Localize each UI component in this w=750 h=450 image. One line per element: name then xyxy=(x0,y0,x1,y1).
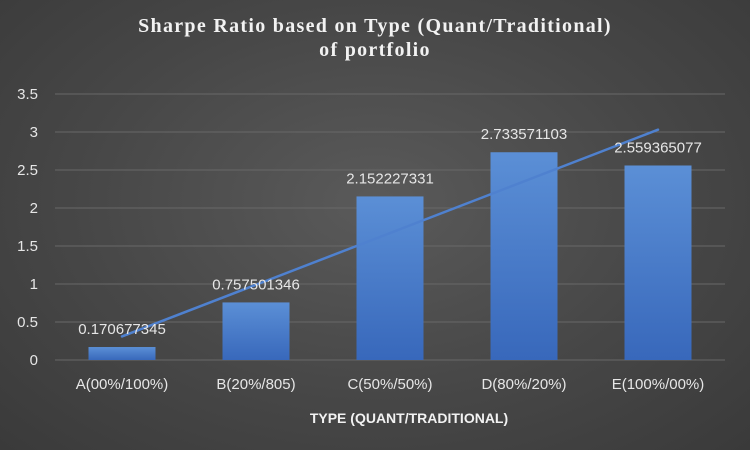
x-tick-label: D(80%/20%) xyxy=(481,376,566,393)
bar xyxy=(222,302,290,360)
bar xyxy=(88,347,156,360)
y-tick-label: 1.5 xyxy=(17,238,38,255)
x-axis-title: TYPE (QUANT/TRADITIONAL) xyxy=(310,410,508,426)
chart-title-line-2: of portfolio xyxy=(319,39,431,61)
y-tick-label: 0 xyxy=(30,352,38,369)
x-tick-label: E(100%/00%) xyxy=(612,376,705,393)
bar xyxy=(624,165,692,360)
y-tick-label: 0.5 xyxy=(17,314,38,331)
data-label: 0.757501346 xyxy=(212,276,300,293)
y-tick-label: 3.5 xyxy=(17,86,38,103)
y-tick-label: 2.5 xyxy=(17,162,38,179)
data-label: 0.170677345 xyxy=(78,321,166,338)
bar xyxy=(356,196,424,360)
y-tick-label: 2 xyxy=(30,200,38,217)
data-label: 2.559365077 xyxy=(614,139,702,156)
trendline xyxy=(120,128,660,338)
data-label: 2.733571103 xyxy=(481,126,567,143)
y-tick-label: 1 xyxy=(30,276,38,293)
y-tick-label: 3 xyxy=(30,124,38,141)
chart-title: Sharpe Ratio based on Type (Quant/Tradit… xyxy=(0,14,750,62)
x-tick-label: B(20%/805) xyxy=(216,376,295,393)
data-label: 2.152227331 xyxy=(346,170,434,187)
x-tick-label: A(00%/100%) xyxy=(76,376,169,393)
x-tick-label: C(50%/50%) xyxy=(347,376,432,393)
chart-title-line-1: Sharpe Ratio based on Type (Quant/Tradit… xyxy=(138,15,612,37)
bar xyxy=(490,152,558,360)
